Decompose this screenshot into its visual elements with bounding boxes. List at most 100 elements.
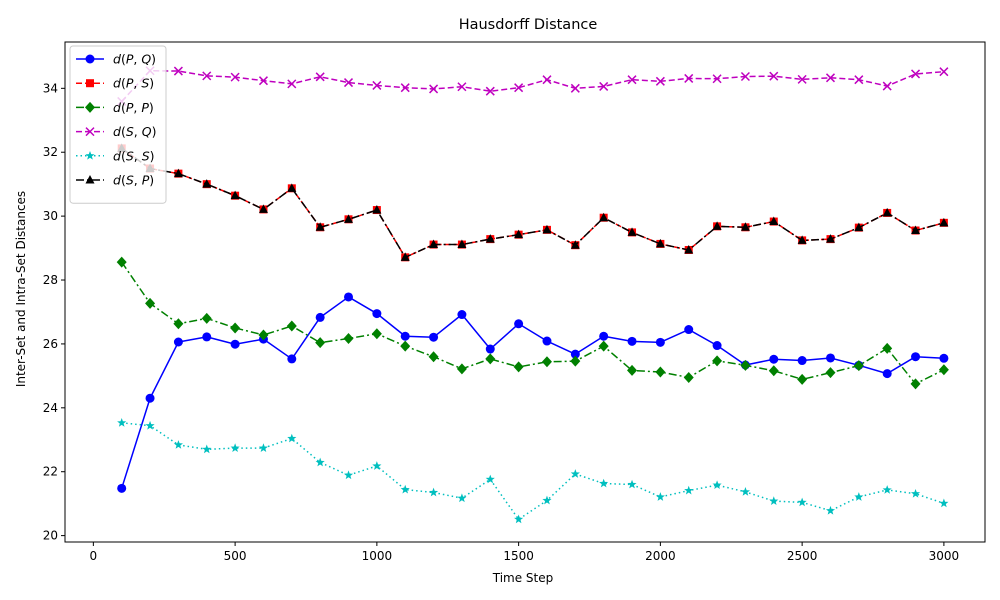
data-point bbox=[457, 239, 467, 249]
legend-label: d(P, Q) bbox=[113, 52, 156, 67]
data-point bbox=[514, 229, 524, 239]
chart-title: Hausdorff Distance bbox=[459, 17, 598, 33]
series-line bbox=[121, 147, 945, 259]
data-point bbox=[769, 496, 779, 505]
legend-label: d(S, P) bbox=[113, 173, 154, 188]
legend-entry-d-p-s: d(P, S) bbox=[76, 76, 154, 91]
data-point bbox=[570, 83, 580, 93]
data-point bbox=[882, 207, 892, 217]
legend-marker bbox=[85, 54, 95, 64]
data-point bbox=[372, 205, 382, 214]
data-point bbox=[485, 474, 495, 484]
data-point bbox=[825, 353, 835, 363]
data-point bbox=[797, 373, 808, 385]
data-point bbox=[457, 493, 467, 503]
data-point bbox=[541, 356, 552, 368]
data-point bbox=[202, 71, 212, 81]
data-point bbox=[343, 332, 354, 344]
x-tick-label: 1500 bbox=[503, 549, 534, 563]
data-point bbox=[882, 342, 893, 354]
data-point bbox=[315, 337, 326, 349]
data-point bbox=[797, 497, 807, 507]
data-point bbox=[599, 331, 609, 341]
data-point bbox=[145, 393, 155, 403]
data-point bbox=[371, 328, 382, 340]
data-point bbox=[315, 312, 325, 322]
y-tick-label: 34 bbox=[43, 81, 58, 95]
data-point bbox=[287, 433, 297, 443]
y-tick-label: 32 bbox=[43, 145, 58, 159]
data-point bbox=[825, 367, 836, 379]
data-point bbox=[145, 297, 156, 309]
data-point bbox=[230, 339, 240, 349]
data-point bbox=[655, 366, 666, 378]
x-tick-label: 1000 bbox=[362, 549, 393, 563]
data-point bbox=[853, 360, 864, 372]
data-point bbox=[343, 78, 354, 88]
data-point bbox=[344, 214, 354, 223]
data-point bbox=[911, 352, 921, 362]
legend-marker bbox=[85, 175, 95, 184]
data-point bbox=[145, 420, 155, 430]
data-point bbox=[315, 222, 325, 231]
data-point bbox=[429, 84, 439, 94]
series-line bbox=[121, 261, 945, 385]
legend-entry-d-p-p: d(P, P) bbox=[76, 100, 154, 115]
data-point bbox=[854, 222, 864, 232]
legend-entry-d-p-q: d(P, Q) bbox=[76, 52, 156, 67]
data-point bbox=[655, 337, 665, 347]
legend-marker bbox=[85, 151, 95, 160]
data-point bbox=[315, 457, 325, 467]
data-point bbox=[202, 444, 212, 454]
data-point bbox=[372, 461, 382, 470]
data-point bbox=[627, 364, 638, 376]
data-point bbox=[627, 336, 637, 346]
data-point bbox=[117, 418, 127, 427]
data-point bbox=[542, 75, 552, 85]
data-point bbox=[627, 75, 637, 85]
data-point bbox=[910, 488, 921, 498]
data-point bbox=[825, 234, 835, 243]
data-point bbox=[570, 469, 580, 478]
data-point bbox=[684, 244, 694, 254]
data-point bbox=[542, 336, 552, 346]
data-point bbox=[882, 485, 892, 494]
data-point bbox=[400, 252, 410, 261]
data-point bbox=[258, 204, 268, 213]
data-point bbox=[258, 329, 269, 341]
data-point bbox=[769, 354, 779, 364]
data-point bbox=[684, 325, 694, 335]
data-point bbox=[797, 235, 807, 244]
data-point bbox=[911, 225, 921, 234]
data-point bbox=[485, 344, 495, 354]
data-point bbox=[740, 222, 750, 231]
data-point bbox=[684, 73, 694, 83]
x-axis-title: Time Step bbox=[492, 571, 554, 585]
data-point bbox=[457, 310, 467, 320]
x-tick-label: 2000 bbox=[645, 549, 676, 563]
data-point bbox=[740, 359, 751, 371]
data-point bbox=[456, 363, 467, 375]
data-point bbox=[513, 361, 524, 373]
data-point bbox=[117, 483, 127, 493]
data-point bbox=[514, 83, 524, 93]
data-point bbox=[400, 340, 411, 352]
data-point bbox=[485, 86, 495, 96]
data-point bbox=[684, 485, 694, 495]
data-point bbox=[570, 349, 580, 359]
data-point bbox=[854, 75, 864, 85]
data-point bbox=[230, 190, 240, 200]
data-point bbox=[599, 81, 609, 91]
legend-marker bbox=[85, 127, 95, 137]
data-point bbox=[740, 71, 750, 82]
data-point bbox=[429, 239, 439, 249]
data-point bbox=[201, 312, 212, 324]
data-point bbox=[514, 319, 524, 329]
data-point bbox=[939, 353, 949, 363]
data-point bbox=[428, 351, 439, 363]
series-line bbox=[121, 422, 945, 521]
legend-marker bbox=[86, 79, 94, 88]
y-tick-label: 30 bbox=[43, 209, 58, 223]
